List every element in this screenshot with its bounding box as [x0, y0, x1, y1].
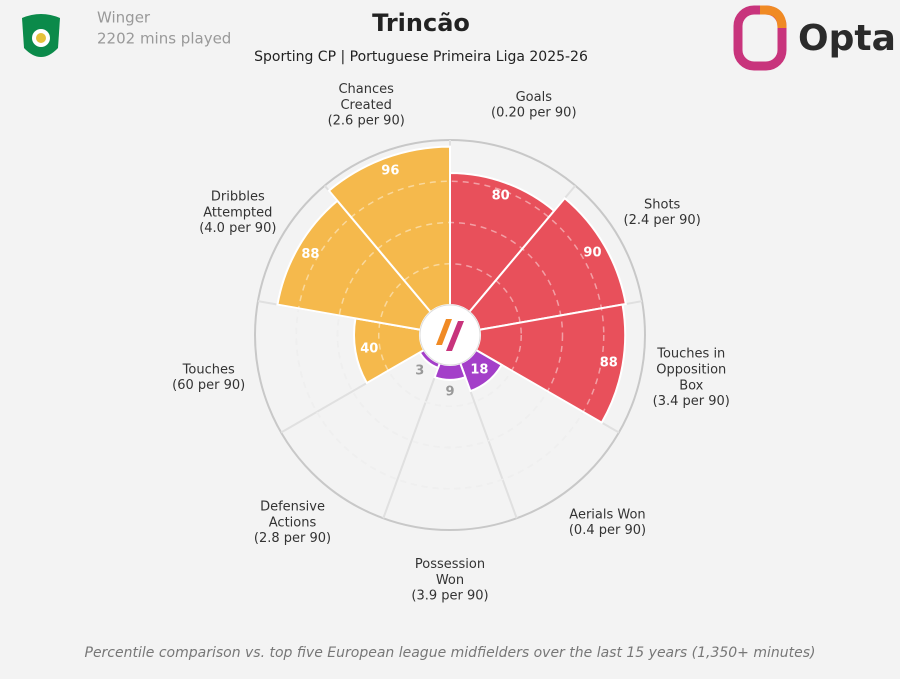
grid-circle-overlay	[295, 180, 605, 490]
category-name: Dribbles Attempted	[203, 189, 272, 220]
value-label: 96	[381, 164, 399, 179]
category-name: Goals	[516, 89, 553, 104]
category-name: Shots	[644, 197, 681, 212]
per-90-label: (0.4 per 90)	[569, 523, 646, 538]
value-label: 40	[360, 342, 378, 357]
per-90-label: (0.20 per 90)	[491, 105, 577, 120]
value-label: 88	[301, 247, 319, 262]
per-90-label: (60 per 90)	[172, 378, 245, 393]
value-label: 80	[492, 188, 510, 203]
value-label: 3	[415, 363, 424, 378]
category-name: Aerials Won	[569, 507, 645, 522]
category-label: Shots(2.4 per 90)	[624, 197, 701, 228]
category-label: Touches in Opposition Box(3.4 per 90)	[653, 346, 730, 409]
category-name: Defensive Actions	[260, 499, 325, 530]
minutes-played: 2202 mins played	[97, 30, 231, 48]
centre-mark	[436, 319, 452, 345]
per-90-label: (2.6 per 90)	[328, 113, 405, 128]
chart-title: Trincão	[372, 9, 470, 37]
category-label: Chances Created(2.6 per 90)	[328, 81, 405, 128]
spoke	[382, 362, 441, 519]
category-label: Dribbles Attempted(4.0 per 90)	[199, 189, 276, 236]
club-crest	[22, 14, 60, 57]
category-label: Possession Won(3.9 per 90)	[411, 557, 488, 604]
category-name: Touches	[182, 362, 235, 377]
player-position: Winger	[97, 9, 151, 27]
category-label: Goals(0.20 per 90)	[491, 89, 577, 120]
value-label: 90	[583, 245, 601, 260]
category-name: Chances Created	[338, 81, 394, 112]
chart-subtitle: Sporting CP | Portuguese Primeira Liga 2…	[254, 49, 588, 65]
grid-circle-overlay	[378, 263, 522, 407]
per-90-label: (3.4 per 90)	[653, 394, 730, 409]
category-label: Defensive Actions(2.8 per 90)	[254, 499, 331, 546]
value-label: 88	[600, 355, 618, 370]
value-label: 18	[470, 363, 488, 378]
category-label: Touches(60 per 90)	[172, 362, 245, 393]
per-90-label: (3.9 per 90)	[411, 589, 488, 604]
value-label: 9	[445, 384, 454, 399]
opta-logo: Opta	[733, 5, 896, 71]
brand: Opta	[798, 18, 896, 59]
footnote: Percentile comparison vs. top five Europ…	[85, 645, 816, 661]
centre-mark	[446, 321, 464, 351]
category-name: Possession Won	[415, 557, 485, 588]
centre-disc	[419, 304, 481, 366]
category-label: Aerials Won(0.4 per 90)	[569, 507, 646, 538]
grid-circle-overlay	[336, 221, 564, 449]
per-90-label: (2.4 per 90)	[624, 213, 701, 228]
category-name: Touches in Opposition Box	[656, 346, 726, 393]
per-90-label: (2.8 per 90)	[254, 531, 331, 546]
per-90-label: (4.0 per 90)	[199, 221, 276, 236]
